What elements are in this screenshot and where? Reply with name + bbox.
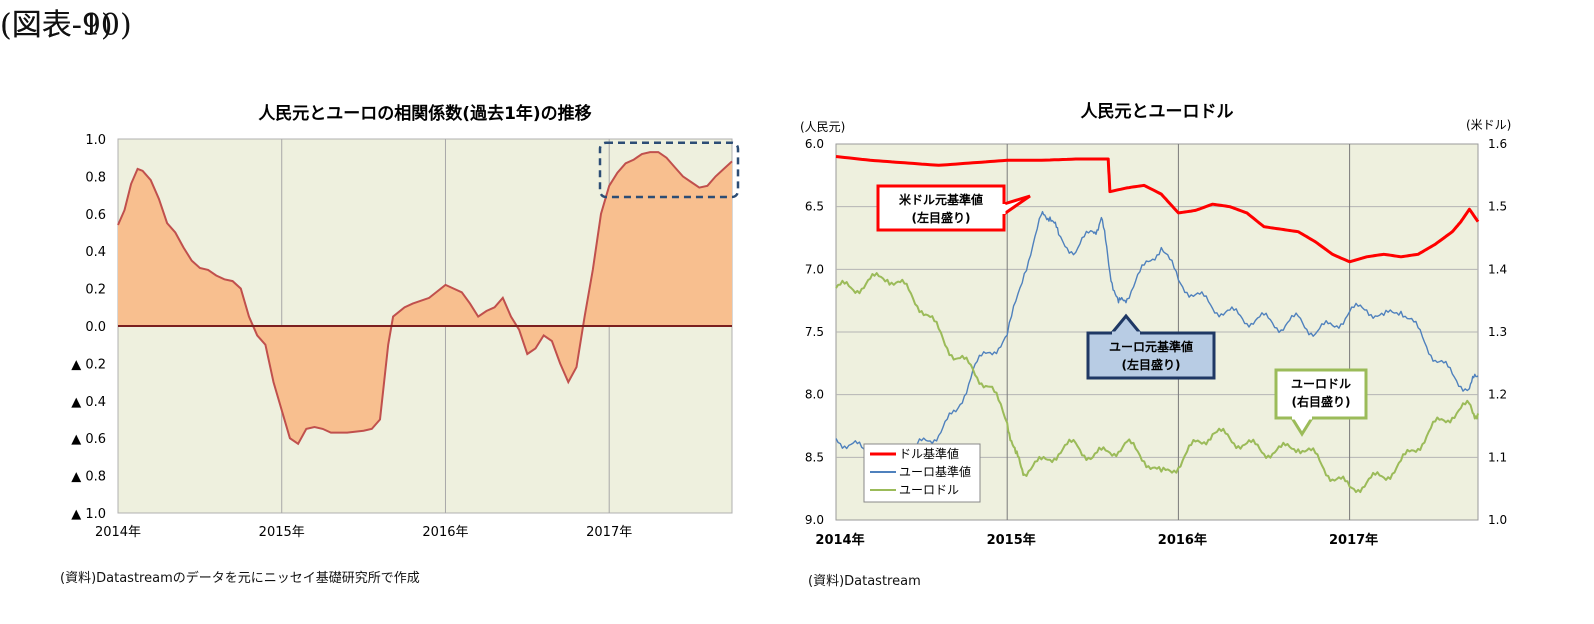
callout-box-eur_usd [1274,368,1368,420]
right-tick-label: 1.4 [1488,262,1507,276]
y-tick-label: ▲ 0.6 [71,432,106,447]
legend-label-cny_usd: ドル基準値 [899,446,959,461]
correlation-line [117,151,733,446]
x-tick-label: 2014年 [95,525,141,540]
y-tick-label: 0.6 [85,208,106,223]
callout-axis-cny_eur: (左目盛り) [1122,357,1181,372]
left-tick-label: 7.5 [805,325,824,339]
right-tick-label: 1.6 [1488,137,1507,151]
figure-10-source: (資料)Datastream [808,574,921,589]
right-tick-label: 1.2 [1488,388,1507,402]
callout-box-cny_eur [1086,331,1216,380]
y-tick-label: 0.8 [85,170,106,185]
right-tick-label: 1.5 [1488,200,1507,214]
legend-label-cny_eur: ユーロ基準値 [899,464,971,479]
callout-axis-eur_usd: (右目盛り) [1292,394,1351,409]
right-tick-label: 1.1 [1488,450,1507,464]
chart-title: 人民元とユーロの相関係数(過去1年)の推移 [258,103,591,124]
highlight-box [598,141,740,199]
right-tick-label: 1.0 [1488,513,1507,527]
figure-9-label: (図表-9) [0,8,113,43]
x-tick-label: 2015年 [987,532,1036,548]
left-tick-label: 9.0 [805,513,824,527]
x-tick-label: 2017年 [586,525,632,540]
callout-box-cny_usd [876,184,1006,232]
y-tick-label: ▲ 0.4 [71,395,106,410]
left-axis-unit: (人民元) [800,120,845,134]
left-tick-label: 8.5 [805,450,824,464]
x-tick-label: 2017年 [1329,532,1378,548]
x-tick-label: 2014年 [815,532,864,548]
x-tick-label: 2015年 [259,525,305,540]
callout-title-cny_eur: ユーロ元基準値 [1109,339,1193,354]
series-line-eur_usd [835,272,1479,494]
left-tick-label: 8.0 [805,388,824,402]
y-tick-label: 0.2 [85,283,106,298]
y-tick-label: 0.0 [85,320,106,335]
figure-9-source: (資料)Datastreamのデータを元にニッセイ基礎研究所で作成 [60,571,420,586]
right-axis-unit: (米ドル) [1466,118,1511,132]
left-tick-label: 6.0 [805,137,824,151]
legend-label-eur_usd: ユーロドル [899,483,959,497]
y-tick-label: ▲ 0.2 [71,357,106,372]
right-tick-label: 1.3 [1488,325,1507,339]
y-tick-label: ▲ 0.8 [71,470,106,485]
series-line-cny_eur [835,210,1479,467]
x-tick-label: 2016年 [1158,532,1207,548]
callout-title-cny_usd: 米ドル元基準値 [899,192,983,207]
callout-title-eur_usd: ユーロドル [1291,377,1351,391]
chart-title: 人民元とユーロドル [1081,102,1234,122]
series-line-cny_usd [835,155,1480,264]
cny-eurusd-chart: 6.0 6.5 7.0 7.5 8.0 8.5 9.0 1.6 1.5 1.4 1.3 1.2 1.1 1… [800,102,1511,548]
figure-10-label: (図表-10) [0,8,132,43]
y-tick-label: ▲ 1.0 [71,507,106,522]
y-tick-label: 0.4 [85,245,106,260]
x-tick-label: 2016年 [422,525,468,540]
callout-axis-cny_usd: (左目盛り) [912,210,971,225]
left-tick-label: 7.0 [805,262,824,276]
left-tick-label: 6.5 [805,200,824,214]
y-tick-label: 1.0 [85,133,106,148]
correlation-chart: 人民元とユーロの相関係数(過去1年)の推移 1.0 0.8 0.6 0.4 0.2 0.0 ▲… [71,103,740,540]
